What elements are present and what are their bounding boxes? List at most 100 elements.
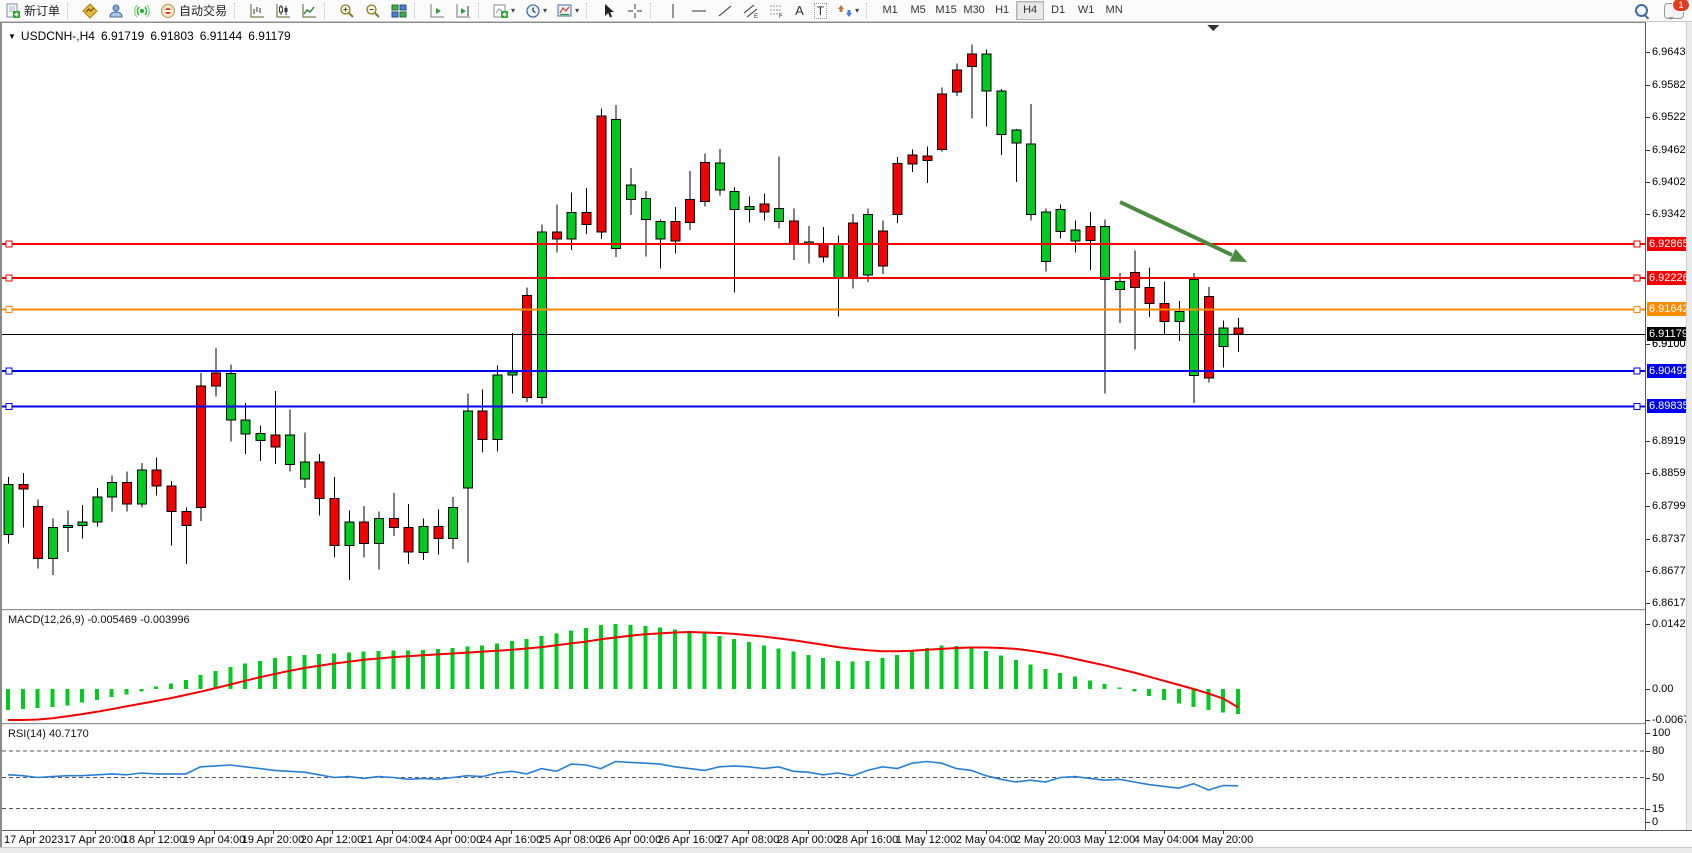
bear-candle (33, 506, 44, 560)
line-handle[interactable] (1633, 305, 1641, 313)
bear-candle (848, 222, 859, 278)
vertical-line-tool[interactable] (661, 1, 685, 20)
time-axis-label[interactable]: 2 May 20:00 (1014, 834, 1076, 846)
toolbar-right-group: 1 (1634, 0, 1690, 20)
macd-histogram-bar (450, 648, 455, 689)
trendline-tool[interactable] (713, 1, 737, 20)
pane-splitter[interactable] (2, 723, 1692, 726)
timeframe-button-h1[interactable]: H1 (995, 4, 1010, 16)
chart-symbol-period: USDCNH-,H4 (20, 29, 95, 43)
time-axis-tick (808, 831, 809, 834)
trend-arrow-object[interactable] (1119, 200, 1247, 262)
templates-button[interactable]: ▾ (553, 1, 583, 20)
zoom-out-button[interactable] (361, 1, 385, 20)
auto-scroll-button[interactable] (425, 1, 449, 20)
time-axis-label[interactable]: 19 Apr 04:00 (182, 834, 246, 846)
line-handle[interactable] (5, 305, 13, 313)
time-axis-label[interactable]: 28 Apr 16:00 (835, 834, 899, 846)
autotrading-button[interactable]: 自动交易 (156, 1, 231, 20)
line-handle[interactable] (1633, 367, 1641, 375)
timeframe-button-m5[interactable]: M5 (910, 4, 926, 16)
chat-icon[interactable]: 1 (1664, 0, 1690, 20)
time-axis-label[interactable]: 27 Apr 08:00 (716, 834, 780, 846)
bull-candle (1115, 281, 1125, 291)
time-axis-label[interactable]: 25 Apr 08:00 (538, 834, 602, 846)
bull-candle (1011, 129, 1022, 144)
line-handle[interactable] (1633, 240, 1641, 248)
line-chart-button[interactable] (297, 1, 321, 20)
macd-histogram-bar (257, 660, 262, 690)
search-icon[interactable] (1634, 3, 1650, 20)
timeframe-button-d1[interactable]: D1 (1051, 4, 1066, 16)
fibonacci-tool[interactable]: F (765, 1, 789, 20)
crosshair-button[interactable] (623, 1, 647, 20)
price-axis-tick-label: 80 (1652, 744, 1665, 757)
cursor-button[interactable] (597, 1, 621, 20)
timeframe-button-m1[interactable]: M1 (882, 4, 898, 16)
timeframe-button-m15[interactable]: M15 (935, 4, 957, 16)
price-axis[interactable]: 6.96435 6.95820 6.95220 6.94620 6.94020 6.934… (1645, 22, 1692, 830)
bear-candle (892, 163, 903, 215)
time-axis[interactable]: 17 Apr 2023 17 Apr 20:00 18 Apr 12:00 19 Ap… (2, 830, 1692, 848)
macd-histogram-bar (1176, 689, 1181, 704)
macd-histogram-bar (539, 636, 544, 690)
line-handle[interactable] (5, 240, 13, 248)
timeframe-button-mn[interactable]: MN (1105, 4, 1123, 16)
time-axis-label[interactable]: 20 Apr 12:00 (300, 834, 364, 846)
time-axis-label[interactable]: 24 Apr 00:00 (419, 834, 483, 846)
line-handle[interactable] (5, 402, 13, 410)
periods-button[interactable]: ▾ (521, 1, 551, 20)
tile-windows-button[interactable] (387, 1, 411, 20)
timeframe-button-h4[interactable]: H4 (1016, 1, 1045, 20)
time-axis-label[interactable]: 17 Apr 2023 (4, 834, 64, 846)
time-axis-label[interactable]: 24 Apr 16:00 (479, 834, 543, 846)
line-handle[interactable] (1633, 402, 1641, 410)
macd-histogram-bar (65, 689, 70, 706)
timeframe-button-m30[interactable]: M30 (963, 4, 985, 16)
time-axis-label[interactable]: 21 Apr 04:00 (360, 834, 424, 846)
time-axis-label[interactable]: 19 Apr 20:00 (241, 834, 305, 846)
line-handle[interactable] (5, 367, 13, 375)
pane-splitter[interactable] (2, 609, 1692, 612)
line-handle[interactable] (1633, 274, 1641, 282)
arrows-tool[interactable]: ▾ (833, 1, 863, 20)
time-axis-label[interactable]: 1 May 12:00 (895, 834, 957, 846)
zoom-in-button[interactable] (335, 1, 359, 20)
chart-shift-marker-icon[interactable] (1207, 25, 1219, 31)
chart-shift-button[interactable] (451, 1, 475, 20)
macd-histogram-bar (1013, 659, 1018, 689)
time-axis-label[interactable]: 26 Apr 00:00 (598, 834, 662, 846)
candlestick-chart-button[interactable] (271, 1, 295, 20)
bar-chart-button[interactable] (245, 1, 269, 20)
time-axis-label[interactable]: 18 Apr 12:00 (122, 834, 186, 846)
rsi-pane[interactable] (2, 726, 1645, 829)
time-axis-label[interactable]: 28 Apr 00:00 (776, 834, 840, 846)
bull-candle (1026, 143, 1037, 215)
price-pane[interactable] (2, 24, 1645, 609)
timeframe-button-w1[interactable]: W1 (1077, 4, 1095, 16)
profile-button[interactable] (104, 1, 128, 20)
text-label-tool[interactable]: T (810, 1, 831, 20)
time-axis-label[interactable]: 2 May 04:00 (955, 834, 1017, 846)
time-axis-label[interactable]: 17 Apr 20:00 (63, 834, 127, 846)
channel-tool[interactable]: E (739, 1, 763, 20)
market-watch-button[interactable] (78, 1, 102, 20)
time-axis-label[interactable]: 4 May 20:00 (1192, 834, 1254, 846)
time-axis-label[interactable]: 3 May 12:00 (1074, 834, 1136, 846)
time-axis-tick (95, 831, 96, 834)
horizontal-line-tool[interactable] (687, 1, 711, 20)
macd-pane[interactable] (2, 612, 1645, 723)
time-axis-label[interactable]: 4 May 04:00 (1133, 834, 1195, 846)
chart-menu-marker-icon[interactable]: ▼ (8, 32, 16, 41)
time-axis-label[interactable]: 26 Apr 16:00 (657, 834, 721, 846)
price-axis-tick (1646, 750, 1650, 752)
line-handle[interactable] (5, 274, 13, 282)
signals-button[interactable] (130, 1, 154, 20)
macd-histogram-bar (1206, 689, 1211, 710)
indicators-button[interactable]: ▾ (489, 1, 519, 20)
macd-histogram-bar (228, 667, 233, 689)
macd-histogram-bar (1073, 676, 1078, 689)
new-order-button[interactable]: 新订单 (1, 1, 64, 20)
text-tool[interactable]: A (791, 1, 808, 20)
price-axis-tick-label: 6.94620 (1652, 143, 1692, 156)
